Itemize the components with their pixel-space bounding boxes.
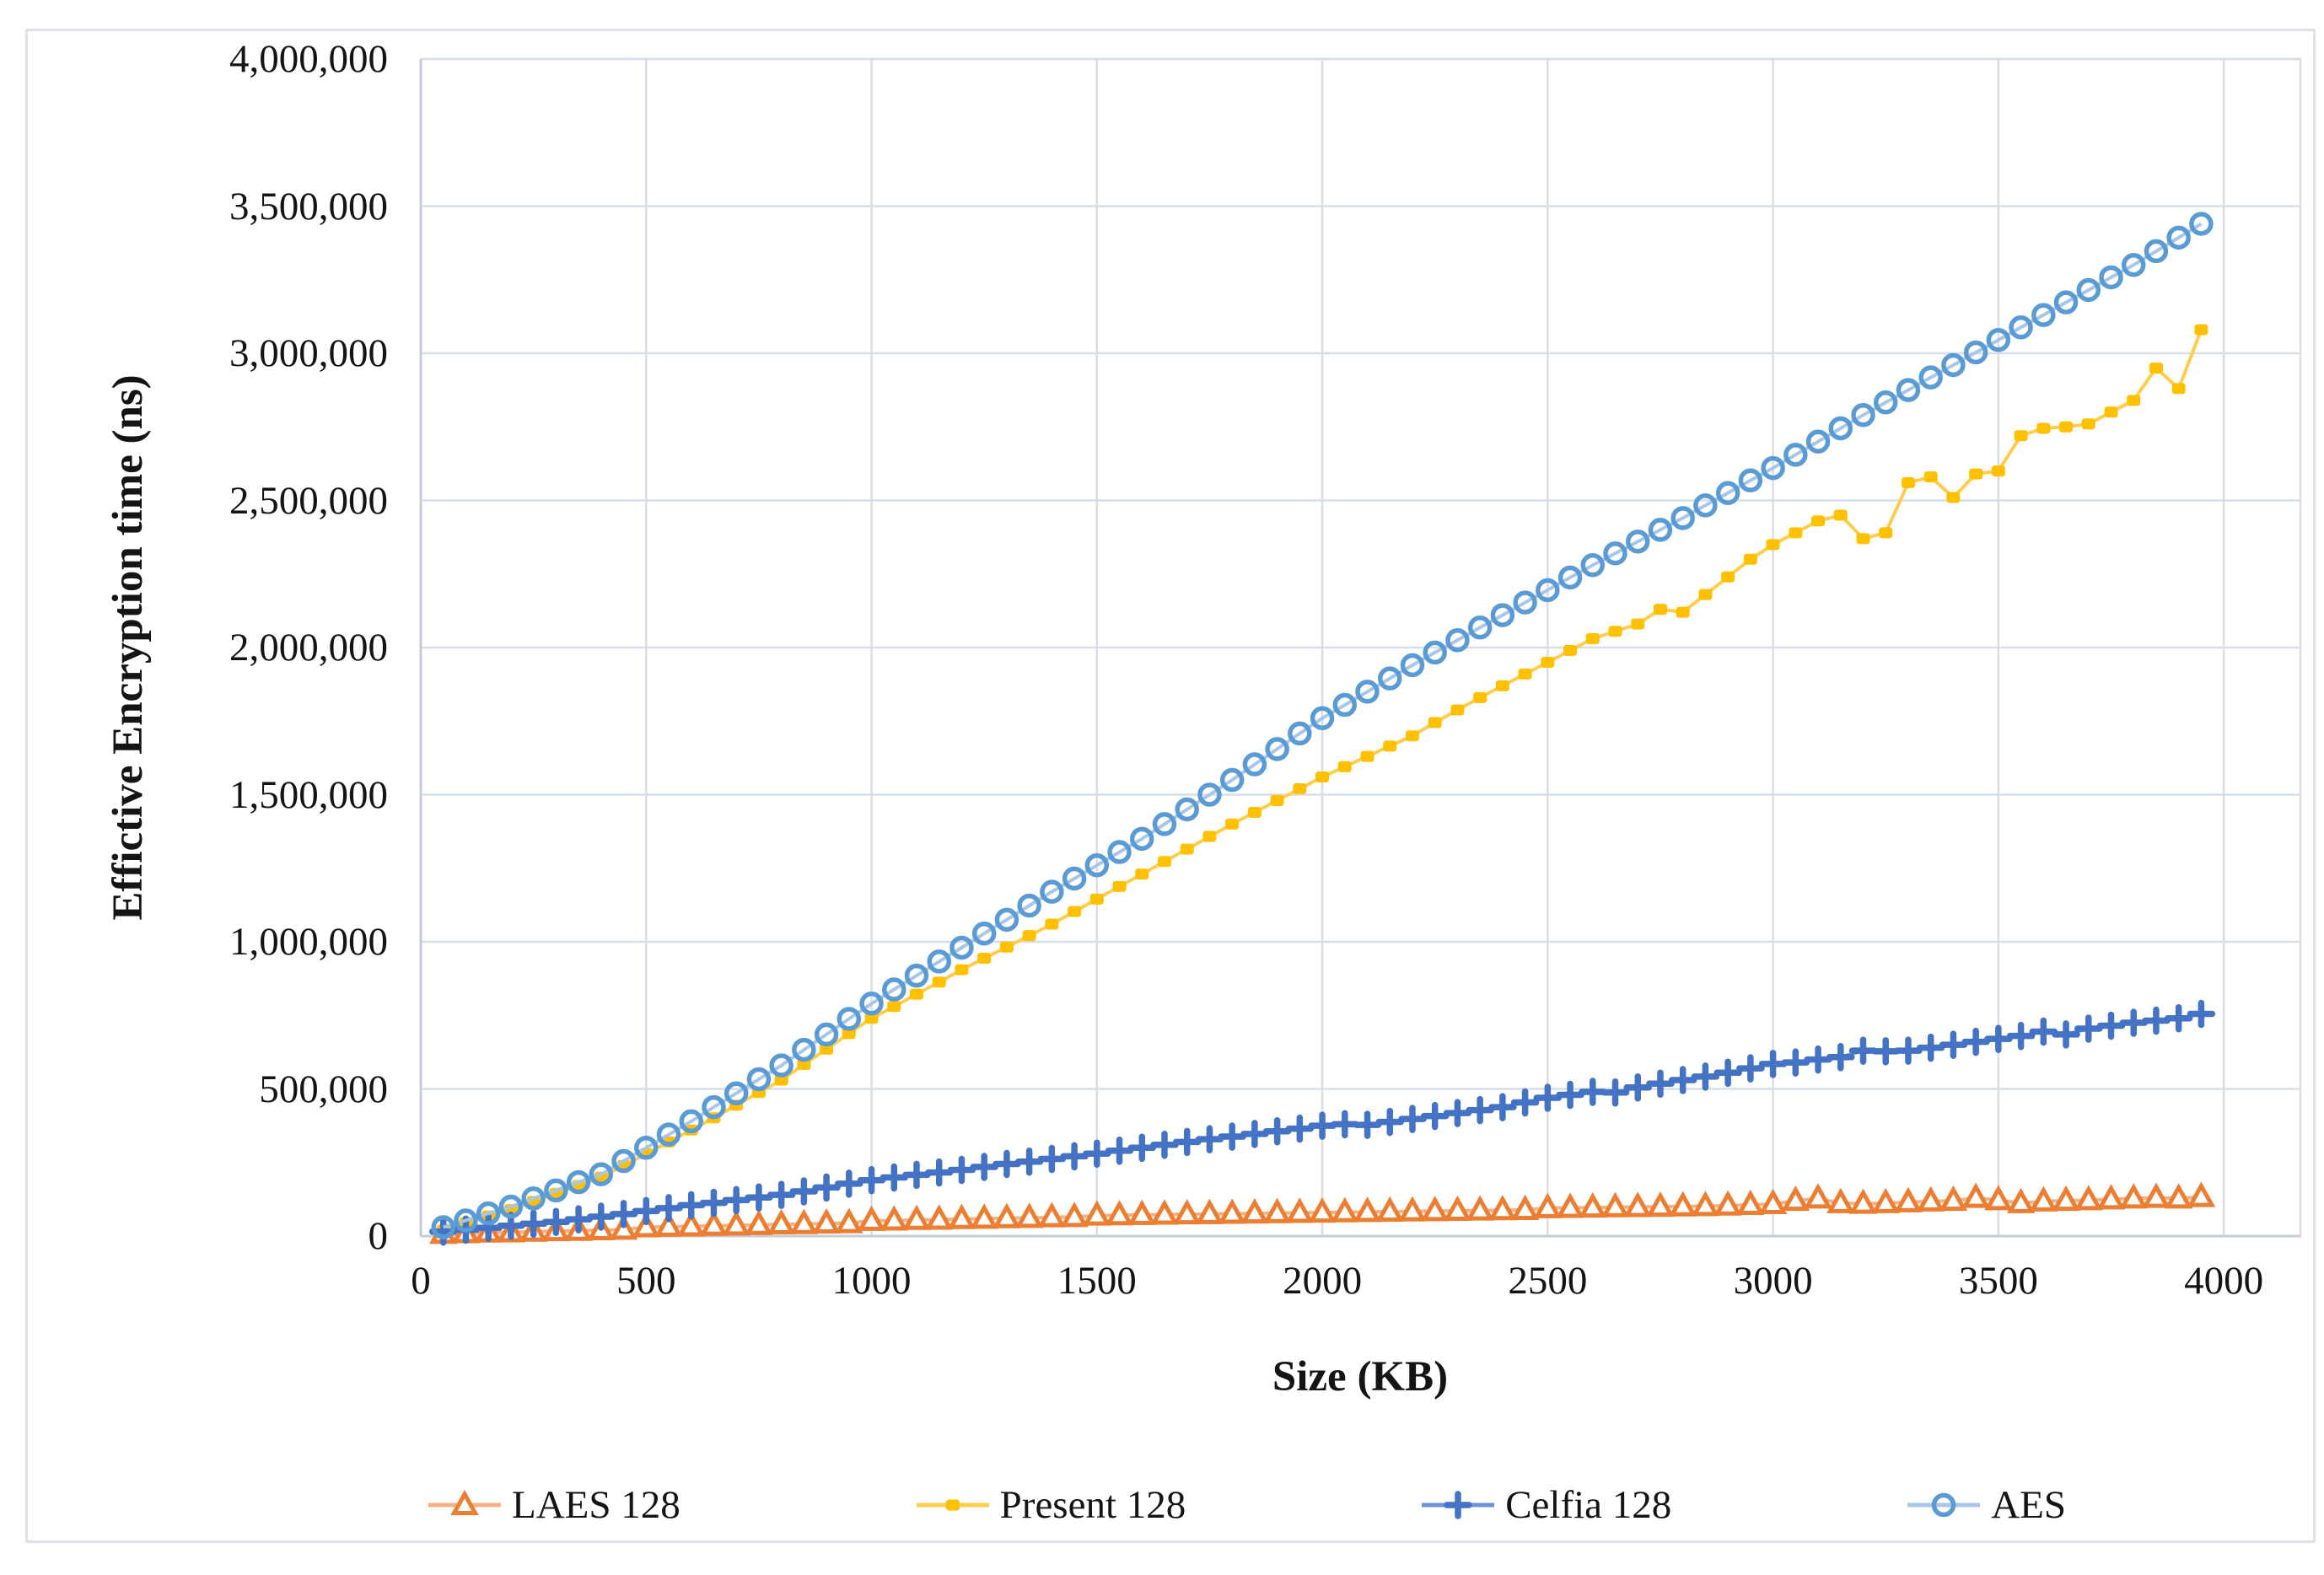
square-legend-marker-icon bbox=[916, 1499, 989, 1511]
legend-item-celfia-128: Celfia 128 bbox=[1419, 1482, 1671, 1528]
legend-item-present-128: Present 128 bbox=[914, 1482, 1186, 1528]
circle-open-legend-marker-icon bbox=[1907, 1492, 1981, 1518]
y-tick-label: 2,000,000 bbox=[229, 626, 388, 669]
x-tick-label: 3500 bbox=[1958, 1259, 2038, 1303]
y-tick-label: 0 bbox=[368, 1214, 389, 1258]
y-tick-label: 4,000,000 bbox=[229, 37, 388, 81]
plus-legend-marker-icon bbox=[1422, 1491, 1495, 1519]
x-tick-label: 2000 bbox=[1283, 1259, 1363, 1303]
series-laes-128 bbox=[428, 1181, 2216, 1244]
x-tick-label: 1000 bbox=[831, 1259, 912, 1303]
chart-legend: LAES 128 Present 128 Celfia 128 AES bbox=[426, 1469, 2066, 1541]
x-tick-label: 1500 bbox=[1057, 1259, 1137, 1303]
y-tick-label: 2,500,000 bbox=[229, 478, 388, 523]
x-tick-label: 0 bbox=[411, 1259, 431, 1303]
series-celfia-128 bbox=[428, 999, 2216, 1246]
y-tick-label: 3,000,000 bbox=[229, 331, 388, 375]
legend-label: AES bbox=[1991, 1483, 2066, 1527]
y-tick-label: 500,000 bbox=[259, 1067, 388, 1111]
gridlines bbox=[419, 57, 2300, 1238]
legend-label: Present 128 bbox=[999, 1483, 1186, 1527]
figure-border bbox=[25, 29, 2316, 1543]
y-axis-title: Effictive Encryption time (ns) bbox=[105, 374, 152, 921]
legend-item-aes: AES bbox=[1905, 1482, 2066, 1528]
x-tick-label: 2500 bbox=[1508, 1259, 1588, 1303]
x-axis-title: Size (KB) bbox=[1272, 1353, 1449, 1400]
legend-label: Celfia 128 bbox=[1505, 1483, 1672, 1527]
legend-item-laes-128: LAES 128 bbox=[426, 1482, 681, 1528]
x-tick-label: 4000 bbox=[2184, 1259, 2264, 1303]
legend-label: LAES 128 bbox=[512, 1483, 681, 1527]
series-aes bbox=[431, 212, 2214, 1239]
y-tick-label: 1,000,000 bbox=[229, 920, 388, 964]
y-tick-label: 1,500,000 bbox=[229, 772, 388, 817]
y-tick-label: 3,500,000 bbox=[229, 184, 388, 228]
x-tick-label: 500 bbox=[616, 1259, 676, 1303]
triangle-open-legend-marker-icon bbox=[428, 1489, 501, 1515]
x-tick-label: 3000 bbox=[1733, 1259, 1813, 1303]
